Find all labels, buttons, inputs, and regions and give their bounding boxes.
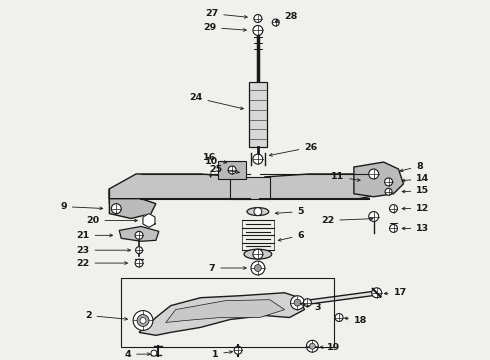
- Text: 21: 21: [76, 231, 113, 240]
- Text: 27: 27: [205, 9, 247, 18]
- Circle shape: [309, 343, 315, 349]
- Circle shape: [306, 340, 318, 352]
- Polygon shape: [265, 171, 384, 199]
- Polygon shape: [354, 162, 403, 197]
- Text: 22: 22: [321, 216, 373, 225]
- Bar: [218, 161, 246, 179]
- Polygon shape: [109, 189, 156, 219]
- Circle shape: [369, 212, 379, 221]
- Polygon shape: [139, 293, 304, 335]
- Text: 26: 26: [270, 143, 318, 156]
- Polygon shape: [166, 300, 285, 323]
- Text: 4: 4: [124, 350, 150, 359]
- Circle shape: [253, 26, 263, 35]
- Circle shape: [151, 350, 157, 356]
- Circle shape: [254, 265, 261, 271]
- Circle shape: [254, 208, 262, 216]
- Circle shape: [253, 154, 263, 164]
- Circle shape: [294, 299, 301, 306]
- Circle shape: [253, 249, 263, 259]
- Circle shape: [335, 314, 343, 321]
- Text: 9: 9: [60, 202, 103, 211]
- Polygon shape: [109, 174, 240, 204]
- Circle shape: [135, 259, 143, 267]
- Bar: [121, 278, 334, 347]
- Text: 6: 6: [278, 231, 304, 241]
- Circle shape: [385, 178, 392, 186]
- Circle shape: [136, 247, 143, 254]
- Text: 16: 16: [203, 153, 227, 163]
- Text: 14: 14: [402, 174, 430, 183]
- Text: 24: 24: [189, 93, 244, 109]
- Circle shape: [111, 204, 121, 213]
- Text: 20: 20: [86, 216, 137, 225]
- Circle shape: [291, 296, 304, 310]
- Text: 18: 18: [344, 316, 368, 325]
- Circle shape: [385, 188, 392, 195]
- Polygon shape: [119, 226, 159, 241]
- Circle shape: [390, 224, 397, 232]
- Text: 13: 13: [402, 224, 429, 233]
- Text: 25: 25: [209, 165, 239, 174]
- Ellipse shape: [247, 208, 269, 216]
- Circle shape: [135, 231, 143, 239]
- Text: 15: 15: [402, 186, 429, 195]
- Text: 2: 2: [85, 311, 127, 320]
- Circle shape: [133, 311, 153, 330]
- Text: 5: 5: [275, 207, 304, 216]
- Circle shape: [137, 315, 149, 327]
- Text: 23: 23: [76, 246, 130, 255]
- Text: 10: 10: [205, 157, 218, 177]
- Text: 3: 3: [300, 303, 321, 312]
- Circle shape: [272, 19, 279, 26]
- Circle shape: [251, 261, 265, 275]
- Text: 1: 1: [212, 350, 232, 359]
- Circle shape: [234, 346, 242, 354]
- Text: 28: 28: [275, 12, 298, 22]
- Circle shape: [140, 318, 146, 323]
- Text: 22: 22: [76, 258, 127, 267]
- Polygon shape: [143, 213, 155, 228]
- Ellipse shape: [244, 249, 272, 259]
- Circle shape: [228, 166, 236, 174]
- Text: 7: 7: [209, 264, 246, 273]
- Polygon shape: [230, 177, 270, 199]
- Circle shape: [372, 288, 382, 298]
- Text: 17: 17: [384, 288, 407, 297]
- Circle shape: [390, 204, 397, 212]
- Circle shape: [254, 14, 262, 22]
- Text: 12: 12: [402, 204, 430, 213]
- Circle shape: [369, 169, 379, 179]
- Bar: [249, 82, 267, 147]
- Text: 29: 29: [203, 23, 246, 32]
- Text: 19: 19: [320, 343, 341, 352]
- Text: 8: 8: [400, 162, 423, 172]
- Text: 11: 11: [331, 172, 360, 181]
- Circle shape: [303, 299, 311, 307]
